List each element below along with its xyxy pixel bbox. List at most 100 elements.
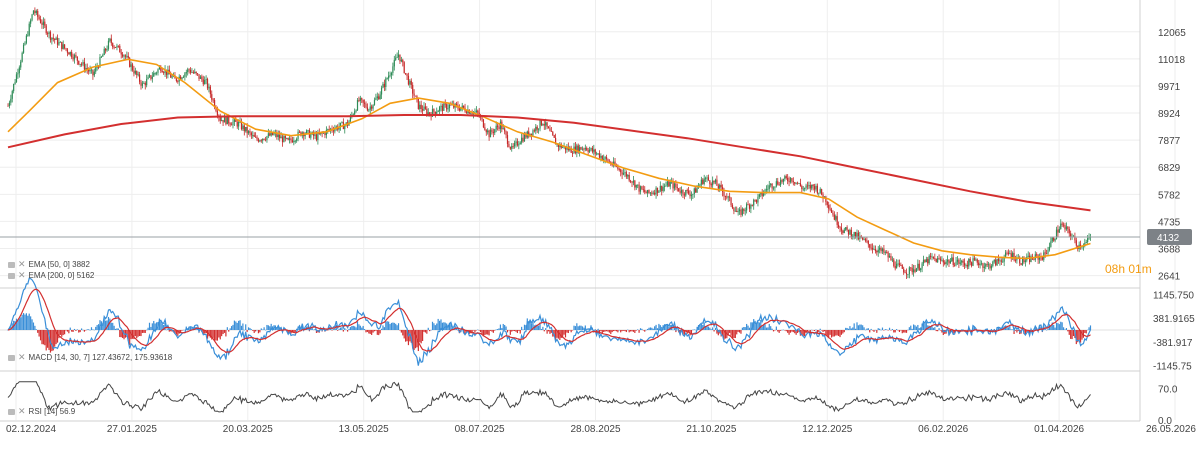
candle-body xyxy=(952,257,954,265)
close-icon[interactable]: ✕ xyxy=(18,259,26,269)
candle-body xyxy=(320,132,322,135)
candle-body xyxy=(908,267,910,275)
candle-body xyxy=(197,73,199,75)
macd-histogram-bar xyxy=(900,330,902,331)
candle-body xyxy=(272,131,274,135)
candle-body xyxy=(806,185,809,187)
macd-histogram-bar xyxy=(808,330,810,331)
candle-body xyxy=(249,131,251,133)
macd-histogram-bar xyxy=(79,330,81,333)
price-tick-label: 8924 xyxy=(1158,109,1181,120)
ema50-legend[interactable]: ✕ EMA [50, 0] 3882 xyxy=(8,259,90,270)
macd-histogram-bar xyxy=(702,324,704,330)
macd-histogram-bar xyxy=(770,326,772,330)
candle-body xyxy=(581,148,584,150)
candle-body xyxy=(771,183,773,189)
macd-histogram-bar xyxy=(213,330,216,342)
macd-histogram-bar xyxy=(11,323,13,330)
candle-body xyxy=(805,185,807,189)
candle-body xyxy=(982,263,984,268)
candle-body xyxy=(446,104,448,110)
candle-body xyxy=(141,83,144,86)
macd-histogram-bar xyxy=(639,328,642,330)
rsi-legend[interactable]: ✕ RSI [14] 56.9 xyxy=(8,406,75,417)
macd-histogram-bar xyxy=(1084,330,1086,333)
candle-body xyxy=(72,57,74,60)
macd-histogram-bar xyxy=(581,326,584,330)
close-icon[interactable]: ✕ xyxy=(18,406,26,416)
candle-body xyxy=(675,183,677,188)
macd-histogram-bar xyxy=(32,322,35,330)
macd-histogram-bar xyxy=(961,329,963,330)
candle-body xyxy=(109,38,111,41)
ema200-legend[interactable]: ✕ EMA [200, 0] 5162 xyxy=(8,270,94,281)
macd-histogram-bar xyxy=(252,330,254,331)
candle-body xyxy=(628,174,630,181)
candle-body xyxy=(840,227,843,231)
settings-icon[interactable] xyxy=(8,272,15,279)
macd-histogram-bar xyxy=(1046,329,1048,331)
candle-body xyxy=(741,208,743,215)
candle-body xyxy=(354,111,356,115)
macd-histogram-bar xyxy=(262,329,264,331)
macd-histogram-bar xyxy=(743,327,745,330)
macd-histogram-bar xyxy=(795,330,797,335)
candle-body xyxy=(870,247,872,249)
candle-body xyxy=(191,72,193,73)
candle-body xyxy=(597,153,599,155)
candle-body xyxy=(148,75,151,77)
candle-body xyxy=(846,227,848,230)
macd-histogram-bar xyxy=(35,329,37,330)
macd-histogram-bar xyxy=(836,330,838,336)
macd-histogram-bar xyxy=(86,329,88,330)
candle-body xyxy=(344,125,346,130)
macd-histogram-bar xyxy=(693,329,695,330)
macd-histogram-bar xyxy=(729,330,731,333)
macd-histogram-bar xyxy=(441,322,444,330)
settings-icon[interactable] xyxy=(8,261,15,268)
candle-body xyxy=(966,264,968,267)
candle-body xyxy=(642,189,644,191)
macd-histogram-bar xyxy=(119,330,121,338)
candle-body xyxy=(884,252,886,253)
macd-histogram-bar xyxy=(209,330,211,338)
macd-histogram-bar xyxy=(221,330,223,337)
candle-body xyxy=(829,208,831,210)
candle-body xyxy=(235,119,237,122)
settings-icon[interactable] xyxy=(8,354,15,361)
candle-body xyxy=(281,136,284,143)
candle-body xyxy=(106,48,108,51)
macd-histogram-bar xyxy=(883,330,885,331)
macd-histogram-bar xyxy=(218,330,220,338)
macd-histogram-bar xyxy=(219,330,221,340)
candle-body xyxy=(85,67,87,70)
macd-histogram-bar xyxy=(596,330,598,333)
macd-histogram-bar xyxy=(522,329,524,331)
candle-body xyxy=(262,138,264,141)
macd-histogram-bar xyxy=(821,330,823,331)
candle-body xyxy=(652,192,654,194)
macd-histogram-bar xyxy=(673,326,676,330)
close-icon[interactable]: ✕ xyxy=(18,352,26,362)
macd-histogram-bar xyxy=(59,330,61,335)
candle-body xyxy=(685,190,687,196)
candle-body xyxy=(368,109,370,111)
macd-histogram-bar xyxy=(523,324,526,330)
candle-body xyxy=(437,110,439,112)
macd-legend[interactable]: ✕ MACD [14, 30, 7] 127.43672, 175.93618 xyxy=(8,352,172,363)
macd-histogram-bar xyxy=(71,330,73,332)
candle-body xyxy=(904,272,906,274)
candle-body xyxy=(474,111,476,113)
macd-histogram-bar xyxy=(873,330,875,332)
candle-body xyxy=(112,43,114,48)
candle-body xyxy=(607,159,609,162)
macd-histogram-bar xyxy=(543,330,545,332)
macd-histogram-bar xyxy=(871,330,874,331)
settings-icon[interactable] xyxy=(8,408,15,415)
candle-body xyxy=(260,140,262,142)
close-icon[interactable]: ✕ xyxy=(18,270,26,280)
candle-body xyxy=(395,57,397,60)
candle-body xyxy=(630,180,632,182)
macd-histogram-bar xyxy=(563,330,565,335)
